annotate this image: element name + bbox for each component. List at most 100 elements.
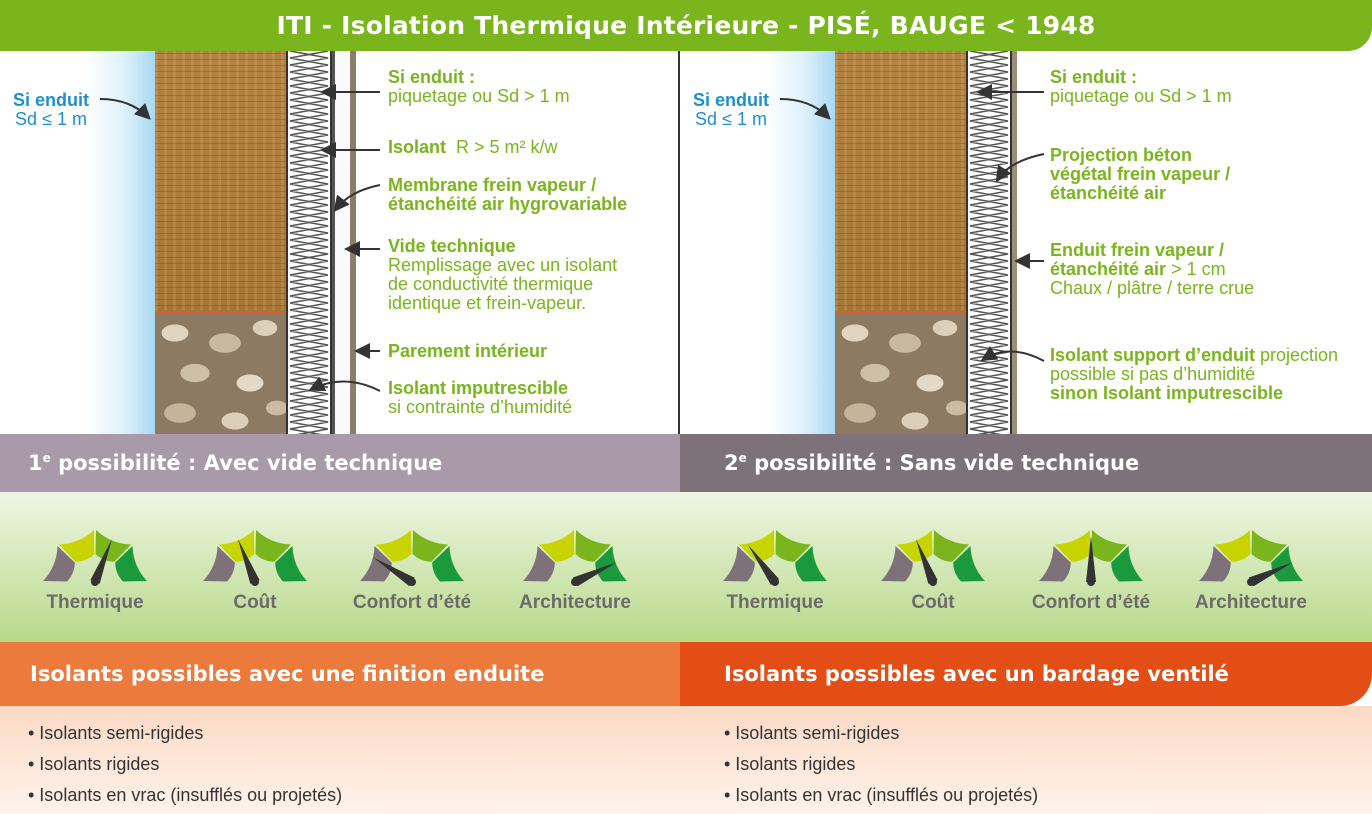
gauge-segment xyxy=(933,530,970,562)
insulation-render-title: Isolants possibles avec une finition end… xyxy=(30,662,545,686)
gauge-confort-ete: Confort d’été xyxy=(1016,524,1166,614)
gauge-segment xyxy=(412,530,449,562)
gauge-needle xyxy=(747,544,780,585)
gauge-needle xyxy=(90,539,112,584)
label-enduit: Enduit frein vapeur / étanchéité air > 1… xyxy=(1050,240,1255,298)
title-bar: ITI - Isolation Thermique Intérieure - P… xyxy=(0,0,1372,51)
insulation-layer xyxy=(286,51,332,434)
gauge-needle xyxy=(373,557,415,586)
gauge-segment xyxy=(575,530,612,562)
gauge-architecture: Architecture xyxy=(500,524,650,614)
list-item: • Isolants en vrac (insufflés ou projeté… xyxy=(724,785,1039,805)
gauge-segment xyxy=(953,545,985,582)
gauge-segment xyxy=(595,545,627,582)
base-line xyxy=(835,311,1012,313)
label-vide-technique: Vide technique Remplissage avec un isola… xyxy=(388,236,618,313)
gauge-dial xyxy=(881,530,985,586)
possibility-2-bar: 2e possibilité : Sans vide technique xyxy=(680,434,1372,492)
wall-diagram-without-void: Si enduit Sd ≤ 1 m Si enduit : piquetage… xyxy=(680,51,1360,434)
gauge-segment xyxy=(275,545,307,582)
gauge-needle xyxy=(238,539,260,584)
label-si-enduit-ext: Si enduit Sd ≤ 1 m xyxy=(13,90,89,129)
gauge-segment xyxy=(58,530,95,562)
insulation-layer xyxy=(966,51,1012,434)
insulation-cladding-bar: Isolants possibles avec un bardage venti… xyxy=(680,642,1372,706)
label-parement: Parement intérieur xyxy=(388,341,548,361)
rammed-earth-wall xyxy=(835,51,968,312)
label-projection: Projection béton végétal frein vapeur / … xyxy=(1050,145,1231,203)
possibility-2-title: 2e possibilité : Sans vide technique xyxy=(724,451,1140,475)
gauge-segment xyxy=(115,545,147,582)
gauge-dial xyxy=(723,530,827,586)
technical-void xyxy=(335,51,350,434)
gauge-segment xyxy=(881,545,913,582)
insulation-cladding-list: • Isolants semi-rigides • Isolants rigid… xyxy=(680,706,1372,814)
gauge-needle xyxy=(916,539,938,584)
gauge-thermique: Thermique xyxy=(700,524,850,614)
label-isolant: Isolant R > 5 m² k/w xyxy=(388,137,558,157)
label-si-enduit-ext: Si enduit Sd ≤ 1 m xyxy=(693,90,769,129)
gauge-segment xyxy=(1091,530,1128,562)
list-item: • Isolants semi-rigides xyxy=(724,723,900,743)
gauge-cout: Coût xyxy=(858,524,1008,614)
gauge-needle xyxy=(1086,536,1096,582)
page-title: ITI - Isolation Thermique Intérieure - P… xyxy=(276,11,1096,40)
gauge-hub xyxy=(1247,578,1255,586)
gauge-dial xyxy=(523,530,627,586)
gauge-segment xyxy=(432,545,464,582)
gauge-segment xyxy=(1251,530,1288,562)
insulation-render-bar: Isolants possibles avec une finition end… xyxy=(0,642,680,706)
possibility-1-title: 1e possibilité : Avec vide technique xyxy=(28,451,443,475)
interior-render xyxy=(1012,51,1017,434)
gauge-segment xyxy=(1039,545,1071,582)
gauge-segment xyxy=(1271,545,1303,582)
list-item: • Isolants rigides xyxy=(28,754,160,774)
gauge-hub xyxy=(571,578,579,586)
gauge-dial xyxy=(43,530,147,586)
vapor-membrane xyxy=(332,51,335,434)
gauge-segment xyxy=(1214,530,1251,562)
gauges-right: Thermique Coût Confort d’été Architectur… xyxy=(680,492,1372,642)
gauge-hub xyxy=(91,578,99,586)
exterior-render-layer xyxy=(85,51,155,434)
gauge-hub xyxy=(1087,578,1095,586)
gauge-segment xyxy=(1054,530,1091,562)
gauge-dial xyxy=(360,530,464,586)
gauge-segment xyxy=(723,545,755,582)
exterior-render-layer xyxy=(765,51,835,434)
gauge-segment xyxy=(255,530,292,562)
interior-panel xyxy=(350,51,356,434)
label-si-enduit-int: Si enduit : piquetage ou Sd > 1 m xyxy=(388,67,570,106)
list-item: • Isolants semi-rigides xyxy=(28,723,204,743)
gauge-dial xyxy=(203,530,307,586)
gauge-confort-ete: Confort d’été xyxy=(337,524,487,614)
gauge-segment xyxy=(360,545,392,582)
gauge-architecture: Architecture xyxy=(1176,524,1326,614)
label-membrane: Membrane frein vapeur / étanchéité air h… xyxy=(388,175,628,214)
gauge-hub xyxy=(929,578,937,586)
wall-diagram-with-void: Si enduit Sd ≤ 1 m Si enduit : piquetage… xyxy=(0,51,680,434)
gauge-segment xyxy=(43,545,75,582)
gauge-segment xyxy=(775,530,812,562)
gauge-hub xyxy=(771,578,779,586)
gauge-segment xyxy=(203,545,235,582)
gauge-segment xyxy=(375,530,412,562)
gauges-left: Thermique Coût Confort d’été Architectur… xyxy=(0,492,680,642)
base-line xyxy=(155,311,332,313)
insulation-render-list: • Isolants semi-rigides • Isolants rigid… xyxy=(0,706,680,814)
gauge-hub xyxy=(408,578,416,586)
insulation-cladding-title: Isolants possibles avec un bardage venti… xyxy=(724,662,1229,686)
label-si-enduit-int: Si enduit : piquetage ou Sd > 1 m xyxy=(1050,67,1232,106)
gauge-segment xyxy=(1111,545,1143,582)
gauge-dial xyxy=(1039,530,1143,586)
label-imputrescible: Isolant imputrescible si contrainte d’hu… xyxy=(388,378,573,417)
gauge-hub xyxy=(251,578,259,586)
stone-base-wall xyxy=(155,313,288,434)
stone-base-wall xyxy=(835,313,968,434)
list-item: • Isolants en vrac (insufflés ou projeté… xyxy=(28,785,343,805)
rammed-earth-wall xyxy=(155,51,288,312)
gauge-segment xyxy=(538,530,575,562)
gauge-needle xyxy=(1248,562,1293,586)
gauge-segment xyxy=(795,545,827,582)
gauge-segment xyxy=(1199,545,1231,582)
